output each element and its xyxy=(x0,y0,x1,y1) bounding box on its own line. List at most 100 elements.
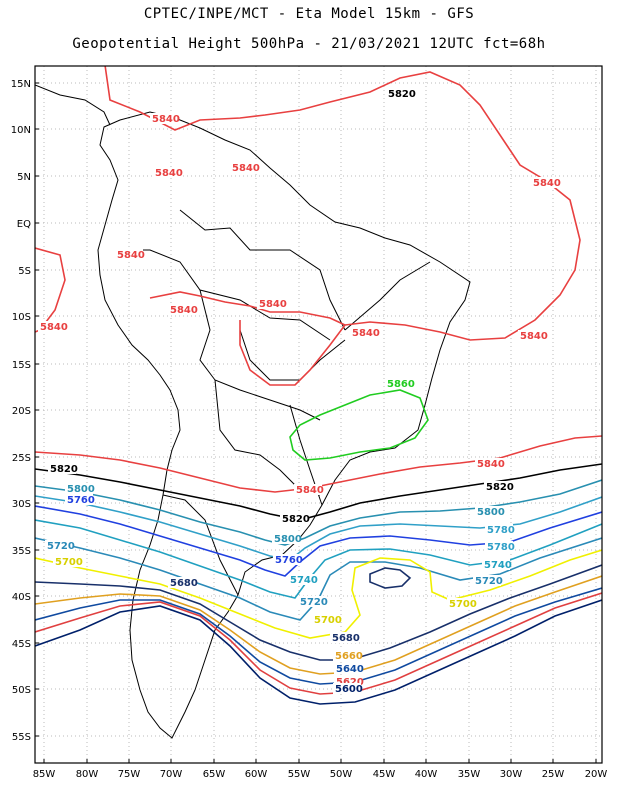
contour-label-bg xyxy=(168,304,196,315)
lat-tick-label: 5N xyxy=(17,172,31,183)
contour-label-bg xyxy=(53,556,81,567)
contour-5840-interior xyxy=(239,320,346,386)
contour-label-5840: 5840 xyxy=(117,250,145,261)
lat-tick-label: 30S xyxy=(12,499,31,510)
lon-tick-label: 35W xyxy=(458,769,481,780)
central-america xyxy=(35,84,111,126)
contour-label-5820: 5820 xyxy=(50,464,78,475)
continent-outline xyxy=(35,84,471,739)
contour-5840-north xyxy=(104,66,581,341)
lon-tick-label: 70W xyxy=(160,769,183,780)
contour-label-bg xyxy=(280,513,308,524)
contour-label-5840: 5840 xyxy=(520,331,548,342)
contour-5700 xyxy=(35,549,602,639)
contour-label-bg xyxy=(482,559,510,570)
lon-tick-label: 40W xyxy=(415,769,438,780)
contour-label-bg xyxy=(257,298,285,309)
lat-tick-label: 10S xyxy=(12,312,31,323)
contour-label-bg xyxy=(333,650,361,661)
contour-label-5760: 5760 xyxy=(275,555,303,566)
lon-tick-label: 85W xyxy=(33,769,56,780)
contour-label-5840: 5840 xyxy=(170,305,198,316)
border-5 xyxy=(239,329,346,381)
contour-label-bg xyxy=(312,614,340,625)
border-2 xyxy=(118,249,331,341)
contour-label-bg xyxy=(518,330,546,341)
contour-label-5860: 5860 xyxy=(387,379,415,390)
contour-label-bg xyxy=(48,463,76,474)
contour-5620 xyxy=(35,592,602,695)
contour-label-5840: 5840 xyxy=(296,485,324,496)
contour-label-5680: 5680 xyxy=(332,633,360,644)
contour-label-bg xyxy=(153,167,181,178)
contour-label-bg xyxy=(150,113,178,124)
lat-tick-label: 15S xyxy=(12,360,31,371)
map-frame xyxy=(34,65,603,764)
contour-label-5840: 5840 xyxy=(352,328,380,339)
contour-label-bg xyxy=(485,524,513,535)
contour-label-5740: 5740 xyxy=(484,560,512,571)
lat-tick-label: 20S xyxy=(12,406,31,417)
contour-label-bg xyxy=(386,88,414,99)
lon-tick-label: 30W xyxy=(500,769,523,780)
contour-label-bg xyxy=(484,481,512,492)
contour-label-5720: 5720 xyxy=(300,597,328,608)
contour-label-bg xyxy=(273,554,301,565)
contour-label-5720: 5720 xyxy=(47,541,75,552)
contour-label-5800: 5800 xyxy=(477,507,505,518)
contour-label-bg xyxy=(298,596,326,607)
contour-label-bg xyxy=(473,575,501,586)
contour-label-bg xyxy=(334,663,362,674)
lat-tick-label: 50S xyxy=(12,685,31,696)
contour-label-bg xyxy=(45,540,73,551)
contour-label-5820: 5820 xyxy=(486,482,514,493)
lat-tick-label: 15N xyxy=(11,79,31,90)
contour-5640 xyxy=(35,587,602,685)
contour-label-bg xyxy=(334,676,362,687)
height-contours xyxy=(35,66,602,705)
contour-label-bg xyxy=(38,321,66,332)
lon-tick-label: 55W xyxy=(288,769,311,780)
contour-5660 xyxy=(35,575,602,675)
border-7 xyxy=(162,494,239,596)
contour-label-bg xyxy=(475,506,503,517)
lat-tick-label: EQ xyxy=(17,219,31,230)
lat-tick-label: 40S xyxy=(12,592,31,603)
contour-label-5840: 5840 xyxy=(533,178,561,189)
contour-label-bg xyxy=(65,494,93,505)
lat-tick-label: 10N xyxy=(11,125,31,136)
contour-5860 xyxy=(289,389,429,461)
contour-label-bg xyxy=(447,598,475,609)
contour-label-5840: 5840 xyxy=(155,168,183,179)
lat-tick-label: 25S xyxy=(12,453,31,464)
lon-tick-label: 60W xyxy=(245,769,268,780)
contour-label-5840: 5840 xyxy=(152,114,180,125)
contour-label-5780: 5780 xyxy=(487,525,515,536)
contour-label-5840: 5840 xyxy=(477,459,505,470)
lon-tick-label: 45W xyxy=(373,769,396,780)
latitude-labels: 15N 10N 5N EQ 5S 10S 15S 20S 25S 30S 35S 40S 45S 50S 5… xyxy=(11,79,31,743)
lat-tick-label: 45S xyxy=(12,639,31,650)
contour-label-5840: 5840 xyxy=(259,299,287,310)
lon-tick-label: 20W xyxy=(585,769,608,780)
contour-label-bg xyxy=(475,458,503,469)
contour-5840-west xyxy=(35,247,66,333)
contour-label-5620: 5620 xyxy=(336,677,364,688)
south-america-coast xyxy=(97,111,471,739)
contour-label-5780: 5780 xyxy=(487,542,515,553)
contour-label-bg xyxy=(333,683,361,694)
contour-label-bg xyxy=(350,327,378,338)
border-6 xyxy=(344,261,431,331)
contour-label-5740: 5740 xyxy=(290,575,318,586)
contour-label-5840: 5840 xyxy=(232,163,260,174)
lat-tick-label: 55S xyxy=(12,732,31,743)
contour-label-bg xyxy=(168,577,196,588)
contour-label-bg xyxy=(330,632,358,643)
grid-lines xyxy=(35,66,602,763)
lon-tick-label: 25W xyxy=(542,769,565,780)
lon-tick-label: 50W xyxy=(330,769,353,780)
lon-tick-label: 65W xyxy=(203,769,226,780)
contour-5840-amazon xyxy=(149,291,346,326)
contour-label-5800: 5800 xyxy=(67,484,95,495)
lon-tick-label: 80W xyxy=(76,769,99,780)
